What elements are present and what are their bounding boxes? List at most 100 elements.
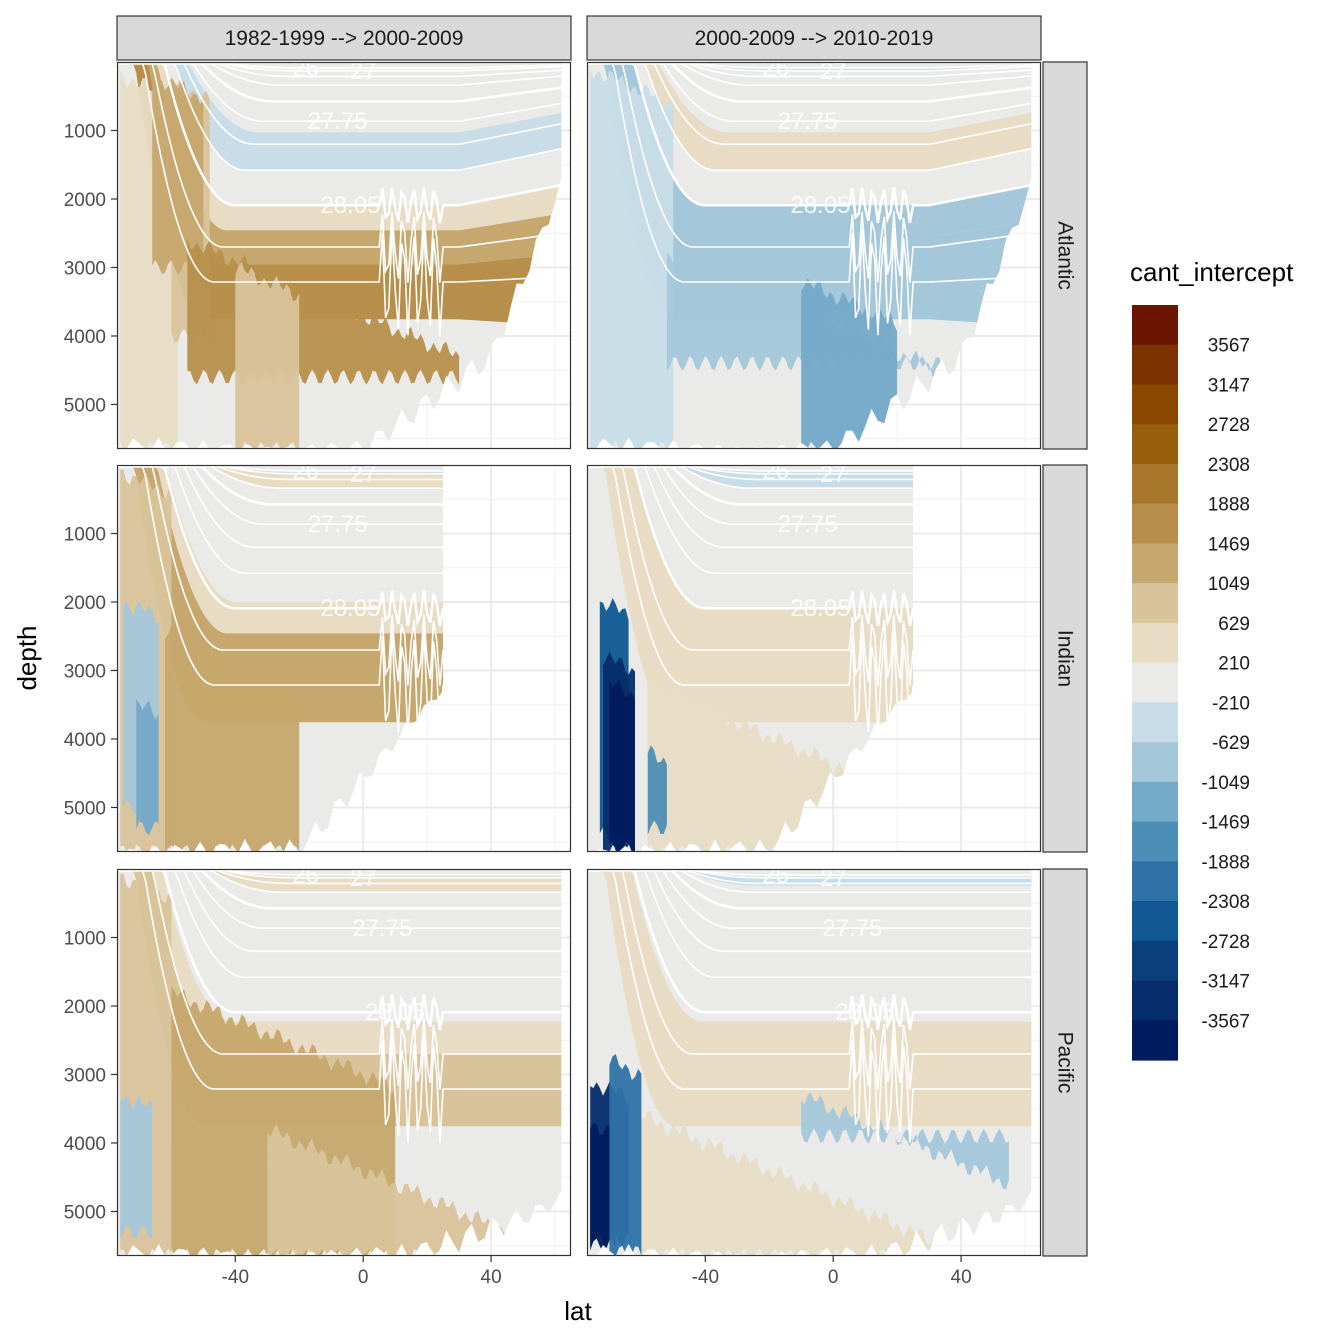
legend-color-step: [1132, 742, 1178, 783]
isopycnal-line: [117, 62, 562, 336]
legend-label: 629: [1218, 614, 1250, 635]
value-band: [587, 63, 1032, 326]
isopycnal-line: [587, 465, 914, 575]
legend-title: cant_intercept: [1130, 257, 1294, 287]
y-tick-label: 5000: [64, 798, 106, 819]
value-band: [117, 466, 444, 603]
legend-label: -3147: [1201, 972, 1250, 993]
value-patch: [590, 69, 674, 449]
section-fill: [117, 869, 562, 1256]
column-strip-box: [586, 15, 1042, 61]
x-axis-title: lat: [564, 1296, 592, 1326]
contour-label: 28.05: [835, 999, 895, 1026]
legend-color-step: [1132, 781, 1178, 823]
legend-color-step: [1132, 463, 1178, 505]
section-fill: [587, 62, 1032, 449]
isopycnal-line: [117, 62, 562, 172]
legend-label: -3567: [1201, 1011, 1250, 1032]
x-tick-label: 40: [481, 1267, 502, 1288]
isopycnal-lines: [587, 62, 1032, 336]
isopycnal-line: [587, 62, 1032, 172]
legend-label: 2728: [1208, 415, 1250, 436]
contour-label: 27: [350, 865, 377, 892]
isopycnal-line: [117, 465, 444, 739]
panel-pacific-1: 26 27 27.75 28.05 -40 0 40 1000 2000 3000 4000 5000: [64, 862, 572, 1288]
y-tick-label: 4000: [64, 730, 106, 751]
legend-label: -2728: [1201, 932, 1250, 953]
isopycnal-line: [587, 869, 1032, 953]
contour-label: 27: [820, 58, 847, 85]
isopycnal-line: [587, 62, 1032, 283]
isopycnal-line: [117, 869, 562, 953]
y-tick-label: 2000: [64, 997, 106, 1018]
legend-label: -1888: [1201, 852, 1250, 873]
legend-label: 1469: [1208, 534, 1250, 555]
legend-color-step: [1132, 305, 1178, 346]
column-strip-2: 2000-2009 --> 2010-2019: [586, 15, 1042, 61]
panel-border: [116, 464, 572, 853]
isopycnal-line: [117, 465, 444, 686]
contour-label: 28.05: [320, 192, 380, 219]
legend-color-step: [1132, 980, 1178, 1021]
row-strip-label: Atlantic: [1054, 221, 1077, 290]
isopycnal-line: [117, 465, 444, 627]
value-patch: [609, 1054, 642, 1256]
legend-color-step: [1132, 384, 1178, 425]
contour-label: 27: [350, 58, 377, 85]
panel-indian-2: 26 27 27.75 28.05: [586, 458, 1042, 853]
isopycnal-line: [587, 62, 1032, 224]
isopycnal-lines: [117, 465, 444, 739]
x-tick-label: -40: [222, 1267, 249, 1288]
isopycnal-line: [117, 62, 562, 146]
legend-label: -629: [1212, 733, 1250, 754]
contour-label: 27.75: [822, 915, 882, 942]
value-patch: [647, 745, 667, 835]
isopycnal-line: [117, 869, 562, 1090]
row-strip-box: [1042, 61, 1088, 450]
row-strip-box: [1042, 464, 1088, 853]
contour-label: 26: [292, 862, 319, 889]
panel-border: [586, 868, 1042, 1257]
value-band: [587, 63, 1032, 238]
legend-color-step: [1132, 702, 1178, 743]
value-patch: [801, 278, 898, 449]
isopycnal-line: [587, 62, 1032, 122]
isopycnal-line: [587, 869, 1032, 1090]
contour-label: 27.75: [308, 511, 368, 538]
y-tick-label: 3000: [64, 661, 106, 682]
legend-color-step: [1132, 622, 1178, 664]
row-strip-pacific: Pacific: [1042, 868, 1088, 1257]
panel-border: [116, 868, 572, 1257]
value-patch: [666, 249, 946, 377]
contour-label: 28.05: [790, 595, 850, 622]
contour-label: 27.75: [778, 511, 838, 538]
contour-label: 26: [762, 458, 789, 485]
y-tick-label: 3000: [64, 258, 106, 279]
y-tick-label: 4000: [64, 1134, 106, 1155]
legend-label: -1469: [1201, 813, 1250, 834]
column-strip-label: 2000-2009 --> 2010-2019: [695, 27, 934, 50]
x-tick-label: 0: [358, 1267, 369, 1288]
isopycnal-line: [117, 62, 562, 283]
legend: cant_intercept 3567 3147 2728 2308 1888 1469 10…: [1130, 257, 1294, 1061]
value-band: [117, 63, 562, 206]
y-tick-label: 2000: [64, 593, 106, 614]
legend-label: 210: [1218, 654, 1250, 675]
column-strip-box: [116, 15, 572, 61]
contour-label: 26: [292, 458, 319, 485]
panel-border: [586, 61, 1042, 450]
y-axis-title: depth: [12, 625, 42, 690]
contour-label: 27.75: [778, 108, 838, 135]
y-tick-label: 1000: [64, 121, 106, 142]
legend-label: 2308: [1208, 455, 1250, 476]
value-band: [587, 63, 1032, 133]
row-strip-indian: Indian: [1042, 464, 1088, 853]
legend-color-step: [1132, 344, 1178, 386]
legend-color-step: [1132, 1020, 1178, 1061]
isopycnal-line: [587, 869, 1032, 979]
contour-label: 27.75: [352, 915, 412, 942]
section-fill: [117, 465, 444, 852]
value-band: [117, 870, 562, 1054]
isopycnal-line: [117, 869, 562, 1031]
